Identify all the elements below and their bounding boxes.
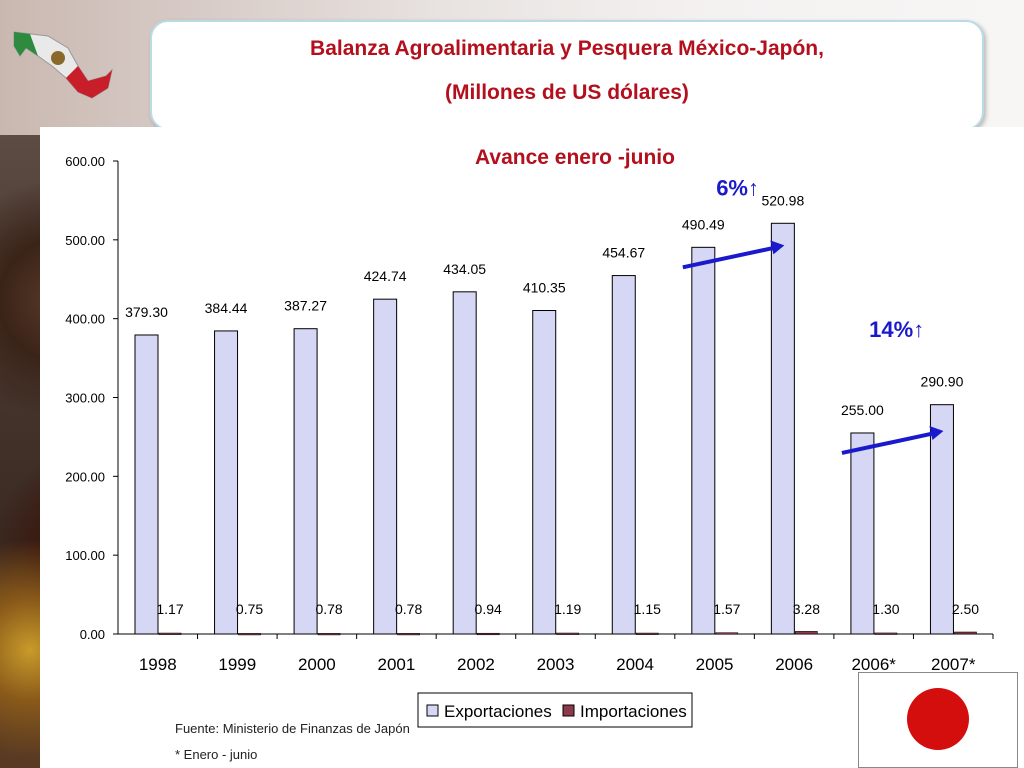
- data-label-importaciones: 1.30: [872, 601, 899, 617]
- mexico-map-logo: [13, 31, 113, 99]
- y-tick-label: 0.00: [80, 627, 105, 642]
- data-label-importaciones: 3.28: [793, 601, 820, 617]
- data-label-importaciones: 0.78: [315, 601, 342, 617]
- title-line-1: Balanza Agroalimentaria y Pesquera Méxic…: [310, 37, 824, 60]
- x-tick-label: 2007*: [931, 655, 976, 674]
- x-tick-label: 2003: [537, 655, 575, 674]
- bar-importaciones: [238, 633, 261, 636]
- bar-exportaciones: [532, 310, 557, 635]
- bar-importaciones: [397, 633, 420, 636]
- x-tick-label: 2001: [377, 655, 415, 674]
- legend-swatch-exportaciones: [426, 704, 439, 717]
- x-tick-label: 2004: [616, 655, 654, 674]
- y-tick-label: 100.00: [65, 548, 105, 563]
- bar-importaciones: [795, 631, 818, 635]
- growth-arrow-head: [770, 240, 785, 255]
- legend-swatch-importaciones: [562, 704, 575, 717]
- y-tick-label: 300.00: [65, 391, 105, 406]
- data-label-exportaciones: 424.74: [364, 268, 407, 284]
- bar-exportaciones: [770, 222, 795, 635]
- title-box: Balanza Agroalimentaria y Pesquera Méxic…: [150, 20, 984, 130]
- y-tick-label: 400.00: [65, 312, 105, 327]
- data-label-exportaciones: 454.67: [602, 245, 645, 261]
- data-label-exportaciones: 379.30: [125, 304, 168, 320]
- legend-box: [417, 692, 693, 728]
- growth-arrow-head: [929, 425, 944, 440]
- x-tick-label: 2005: [696, 655, 734, 674]
- data-label-exportaciones: 434.05: [443, 261, 486, 277]
- source-note: Fuente: Ministerio de Finanzas de Japón: [175, 721, 410, 736]
- data-label-exportaciones: 490.49: [682, 216, 725, 232]
- bar-importaciones: [317, 633, 341, 636]
- legend-label-exportaciones: Exportaciones: [444, 702, 552, 721]
- y-tick-label: 600.00: [65, 154, 105, 169]
- data-label-exportaciones: 520.98: [761, 192, 804, 208]
- bar-exportaciones: [611, 275, 636, 635]
- bar-exportaciones: [850, 432, 875, 635]
- x-tick-label: 2000: [298, 655, 336, 674]
- growth-annotation: 6%↑: [716, 175, 759, 200]
- x-tick-label: 2006*: [851, 655, 896, 674]
- data-label-importaciones: 0.94: [475, 601, 502, 617]
- footnote: * Enero - junio: [175, 747, 258, 762]
- x-tick-label: 2002: [457, 655, 495, 674]
- data-label-importaciones: 0.78: [395, 601, 422, 617]
- data-label-importaciones: 1.19: [554, 601, 581, 617]
- data-label-importaciones: 1.17: [156, 601, 183, 617]
- bar-importaciones: [635, 632, 659, 635]
- japan-flag: [858, 672, 1018, 768]
- bar-importaciones: [715, 632, 739, 635]
- x-tick-label: 1998: [139, 655, 177, 674]
- x-tick-label: 2006: [775, 655, 813, 674]
- y-tick-label: 200.00: [65, 469, 105, 484]
- bar-importaciones: [556, 632, 580, 635]
- bar-exportaciones: [134, 334, 159, 635]
- chart-title: Avance enero -junio: [475, 146, 675, 169]
- legend-label-importaciones: Importaciones: [580, 702, 687, 721]
- bar-exportaciones: [929, 404, 954, 635]
- data-label-importaciones: 1.57: [713, 601, 740, 617]
- bar-exportaciones: [691, 246, 716, 635]
- data-label-importaciones: 2.50: [952, 601, 979, 617]
- data-label-exportaciones: 290.90: [921, 374, 964, 390]
- bar-exportaciones: [293, 328, 318, 635]
- data-label-importaciones: 0.75: [236, 601, 263, 617]
- data-label-importaciones: 1.15: [634, 601, 661, 617]
- bar-exportaciones: [214, 330, 239, 635]
- japan-flag-circle: [907, 688, 969, 750]
- bar-importaciones: [158, 632, 182, 635]
- growth-annotation: 14%↑: [869, 317, 924, 342]
- y-tick-label: 500.00: [65, 233, 105, 248]
- bar-importaciones: [476, 632, 500, 636]
- data-label-exportaciones: 384.44: [205, 300, 248, 316]
- bar-importaciones: [954, 631, 977, 635]
- bar-importaciones: [874, 632, 898, 635]
- data-label-exportaciones: 255.00: [841, 402, 884, 418]
- data-label-exportaciones: 387.27: [284, 298, 327, 314]
- growth-arrow-shaft: [682, 245, 777, 270]
- data-label-exportaciones: 410.35: [523, 280, 566, 296]
- bar-exportaciones: [373, 298, 398, 635]
- x-tick-label: 1999: [218, 655, 256, 674]
- title-line-2: (Millones de US dólares): [445, 81, 689, 104]
- growth-arrow-shaft: [841, 431, 936, 455]
- bar-exportaciones: [452, 291, 477, 635]
